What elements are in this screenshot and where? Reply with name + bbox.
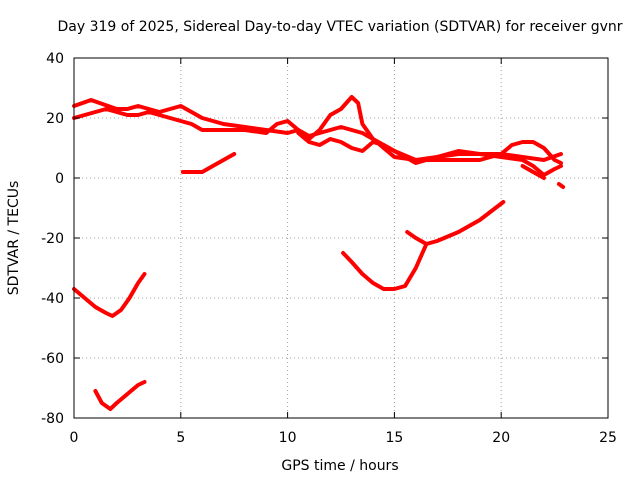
y-tick-label: -60 <box>41 351 64 367</box>
y-axis-label: SDTVAR / TECUs <box>6 181 22 296</box>
ticks: 0 5 10 15 20 25 -80 -60 -40 -20 0 20 40 <box>41 51 617 446</box>
series-track-e <box>72 272 147 318</box>
y-tick-label: -40 <box>41 291 64 307</box>
series-track-i <box>520 164 546 180</box>
y-tick-label: 20 <box>46 111 64 127</box>
y-tick-label: -20 <box>41 231 64 247</box>
x-axis-label: GPS time / hours <box>281 458 398 474</box>
grid <box>74 58 608 418</box>
x-tick-label: 0 <box>70 430 79 446</box>
chart-title: Day 319 of 2025, Sidereal Day-to-day VTE… <box>57 19 622 35</box>
series-group <box>72 95 566 411</box>
y-tick-label: 0 <box>55 171 64 187</box>
series-track-g <box>341 200 506 291</box>
x-tick-label: 15 <box>385 430 403 446</box>
x-tick-label: 20 <box>492 430 510 446</box>
x-tick-label: 25 <box>599 430 617 446</box>
series-track-c <box>296 131 563 177</box>
series-track-f <box>93 380 147 411</box>
series-track-d <box>180 152 237 174</box>
y-tick-label: -80 <box>41 411 64 427</box>
x-tick-label: 10 <box>279 430 297 446</box>
series-track-j <box>556 182 566 189</box>
y-tick-label: 40 <box>46 51 64 67</box>
series-track-h <box>405 230 429 246</box>
x-tick-label: 5 <box>176 430 185 446</box>
